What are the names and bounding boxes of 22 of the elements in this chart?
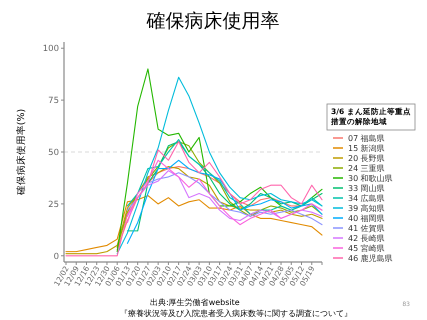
text: 『療養状況等及び入院患者受入病床数等に関する調査について』 (120, 309, 352, 318)
legend-label: 15 新潟県 (348, 144, 385, 153)
legend-label: 20 長野県 (348, 154, 385, 163)
y-tick-label: 75 (48, 96, 59, 106)
legend-label: 34 広島県 (348, 194, 385, 203)
legend-label: 39 高知県 (348, 204, 385, 213)
source-note: 出典:厚生労働省website (150, 298, 240, 307)
y-tick-label: 100 (42, 44, 59, 54)
legend-label: 41 佐賀県 (348, 224, 385, 233)
y-tick-label: 0 (54, 252, 59, 262)
legend-label: 46 鹿児島県 (348, 254, 393, 263)
y-tick-label: 50 (48, 148, 59, 158)
legend-label: 42 長崎県 (348, 234, 385, 243)
legend-label: 40 福岡県 (348, 214, 385, 223)
y-axis-title: 確保病床使用率(%) (15, 108, 27, 196)
legend-label: 45 宮崎県 (348, 244, 385, 253)
y-tick-label: 25 (48, 200, 59, 210)
legend-label: 33 岡山県 (348, 184, 385, 193)
legend-label: 07 福島県 (348, 134, 385, 143)
legend-label: 24 三重県 (348, 164, 385, 173)
chart-title: 確保病床使用率 (146, 10, 280, 32)
legend-label: 30 和歌山県 (348, 174, 393, 183)
